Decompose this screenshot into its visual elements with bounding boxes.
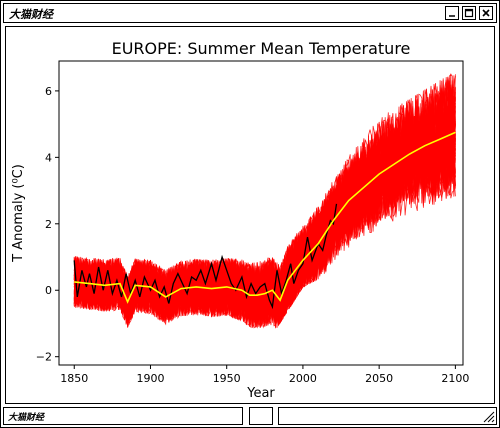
plot-layer <box>73 73 456 329</box>
axis-layer: 1850 1900 1950 2000 2050 2100 −2 0 2 4 6 <box>36 85 470 385</box>
status-pane-main: 大猫财经 <box>3 407 243 425</box>
status-pane-small <box>249 407 273 425</box>
x-tick-label: 1850 <box>60 372 88 385</box>
y-tick-label: 6 <box>45 85 52 98</box>
minimize-icon <box>449 15 455 17</box>
x-tick-label: 1900 <box>136 372 164 385</box>
x-tick-label: 2050 <box>365 372 393 385</box>
x-axis-label: Year <box>246 386 275 401</box>
chart-title: EUROPE: Summer Mean Temperature <box>112 39 411 58</box>
close-icon <box>482 9 490 17</box>
ensemble-mean-line <box>74 131 456 304</box>
close-button[interactable] <box>479 6 493 20</box>
title-bar[interactable]: 大猫财经 <box>3 3 497 23</box>
minimize-button[interactable] <box>445 6 459 20</box>
maximize-button[interactable] <box>462 6 476 20</box>
chart-area <box>5 26 495 404</box>
title-bar-frame <box>3 3 497 23</box>
y-tick-label: 4 <box>45 151 52 164</box>
window-title: 大猫财经 <box>9 8 53 21</box>
status-bar: 大猫财经 <box>3 407 497 425</box>
ensemble-member-line <box>73 123 456 325</box>
status-label: 大猫财经 <box>8 413 45 423</box>
y-axis-label: T Anomaly (⁰C) <box>11 164 26 263</box>
maximize-icon <box>464 8 474 18</box>
ensemble-member-line <box>73 75 456 327</box>
x-tick-label: 1950 <box>213 372 241 385</box>
y-tick-label: −2 <box>36 351 52 364</box>
y-tick-label: 0 <box>45 284 52 297</box>
x-tick-label: 2100 <box>441 372 469 385</box>
plot-frame <box>58 60 464 366</box>
x-tick-label: 2000 <box>289 372 317 385</box>
y-tick-label: 2 <box>45 218 52 231</box>
status-pane-right <box>278 407 497 425</box>
resize-grip-icon[interactable] <box>481 409 495 423</box>
